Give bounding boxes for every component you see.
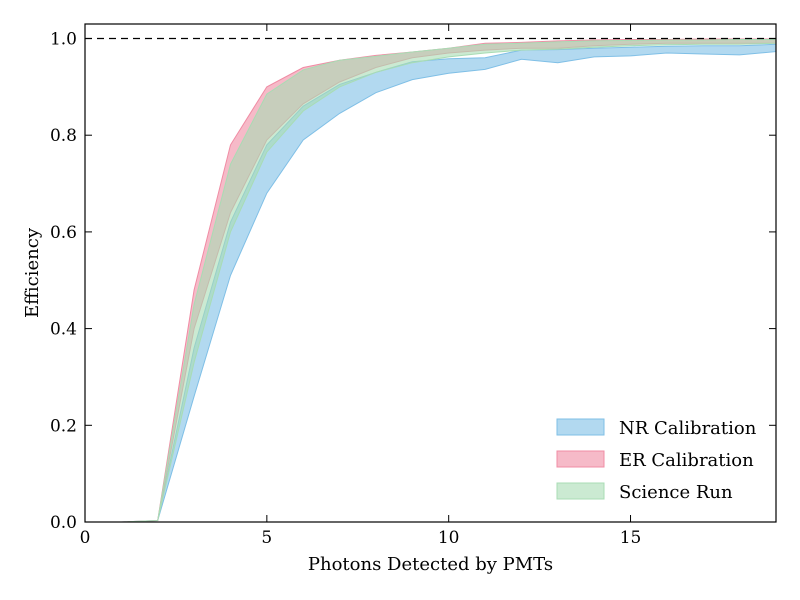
y-tick-label: 0.6	[50, 223, 77, 243]
legend: NR Calibration ER Calibration Science Run	[556, 418, 757, 503]
y-tick-label: 0.0	[50, 513, 77, 533]
x-axis-label: Photons Detected by PMTs	[308, 554, 553, 575]
y-tick-label: 0.4	[50, 320, 77, 340]
plot-area-frame	[84, 23, 777, 523]
y-tick-label: 0.2	[50, 416, 77, 436]
x-tick-label: 5	[261, 528, 272, 548]
legend-label-science-run: Science Run	[619, 482, 733, 503]
legend-swatch-science-run	[556, 482, 605, 500]
y-axis-label: Efficiency	[22, 227, 43, 318]
legend-label-er-calibration: ER Calibration	[619, 450, 754, 471]
x-tick-label: 10	[438, 528, 460, 548]
legend-label-nr-calibration: NR Calibration	[619, 418, 757, 439]
axis-tick-labels: 0 5 10 15 0.0 0.2 0.4 0.6 0.8 1.0	[50, 30, 641, 548]
x-tick-label: 15	[620, 528, 642, 548]
axis-ticks	[84, 24, 776, 523]
legend-swatch-er-calibration	[556, 450, 605, 468]
y-tick-label: 0.8	[50, 126, 77, 146]
legend-swatch-nr-calibration	[556, 418, 605, 436]
y-tick-label: 1.0	[50, 30, 77, 50]
x-tick-label: 0	[80, 528, 91, 548]
